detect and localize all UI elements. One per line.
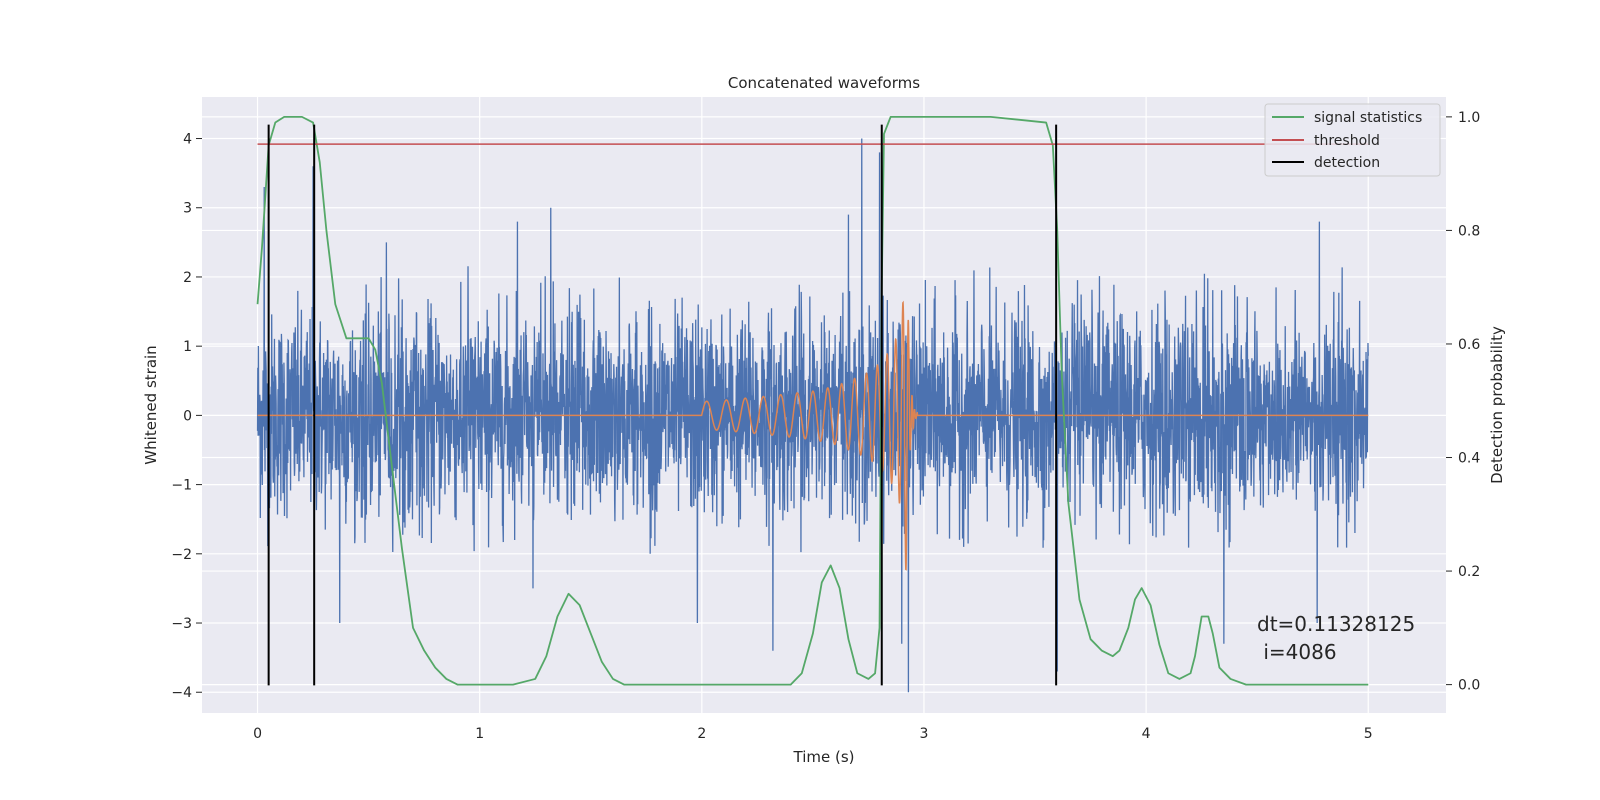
right-y-axis-ticks: 0.0 0.2 0.4 0.6 0.8 1.0 bbox=[1446, 110, 1480, 694]
legend-label-detection: detection bbox=[1314, 155, 1380, 171]
strain-noise-line bbox=[256, 138, 1369, 693]
y-tick-label: 1 bbox=[183, 339, 192, 355]
chart-title: Concatenated waveforms bbox=[728, 74, 920, 92]
signal-statistics-line bbox=[256, 115, 1369, 686]
x-tick-label: 0 bbox=[253, 726, 262, 742]
annotation: dt=0.11328125 i=4086 bbox=[1257, 612, 1415, 664]
y-tick-label: 2 bbox=[183, 270, 192, 286]
chirp-waveform-line bbox=[257, 300, 1369, 571]
detection-series bbox=[267, 124, 1058, 686]
x-axis-ticks: 0 1 2 3 4 5 bbox=[253, 726, 1373, 742]
y-tick-label: −3 bbox=[171, 616, 192, 632]
y-tick-label: −1 bbox=[171, 478, 192, 494]
legend-label-signal-statistics: signal statistics bbox=[1314, 110, 1422, 126]
y-tick-label: 3 bbox=[183, 201, 192, 217]
y-tick-label: 4 bbox=[183, 132, 192, 148]
x-axis-label: Time (s) bbox=[793, 748, 855, 766]
y-tick-label: −4 bbox=[171, 685, 192, 701]
right-y-tick-label: 0.0 bbox=[1458, 678, 1480, 694]
annotation-dt: dt=0.11328125 bbox=[1257, 612, 1415, 636]
x-tick-label: 4 bbox=[1142, 726, 1151, 742]
x-tick-label: 1 bbox=[475, 726, 484, 742]
y-axis-ticks: −4 −3 −2 −1 0 1 2 3 4 bbox=[171, 132, 202, 701]
y-tick-label: 0 bbox=[183, 408, 192, 424]
chirp-waveform-series bbox=[257, 300, 1369, 571]
x-tick-label: 2 bbox=[697, 726, 706, 742]
y-tick-label: −2 bbox=[171, 547, 192, 563]
x-tick-label: 3 bbox=[920, 726, 929, 742]
right-y-tick-label: 0.8 bbox=[1458, 223, 1480, 239]
right-y-axis-label: Detection probability bbox=[1488, 326, 1506, 484]
x-tick-label: 5 bbox=[1364, 726, 1373, 742]
right-y-tick-label: 0.6 bbox=[1458, 337, 1480, 353]
y-axis-label: Whitened strain bbox=[142, 345, 160, 464]
legend-box bbox=[1264, 103, 1441, 177]
signal-statistics-series bbox=[256, 115, 1369, 686]
annotation-index: i=4086 bbox=[1257, 640, 1337, 664]
right-y-tick-label: 0.2 bbox=[1458, 564, 1480, 580]
legend-label-threshold: threshold bbox=[1314, 133, 1380, 149]
right-y-tick-label: 1.0 bbox=[1458, 110, 1480, 126]
right-y-tick-label: 0.4 bbox=[1458, 451, 1480, 467]
strain-noise-series bbox=[256, 138, 1369, 693]
legend: signal statistics threshold detection bbox=[1264, 103, 1441, 177]
